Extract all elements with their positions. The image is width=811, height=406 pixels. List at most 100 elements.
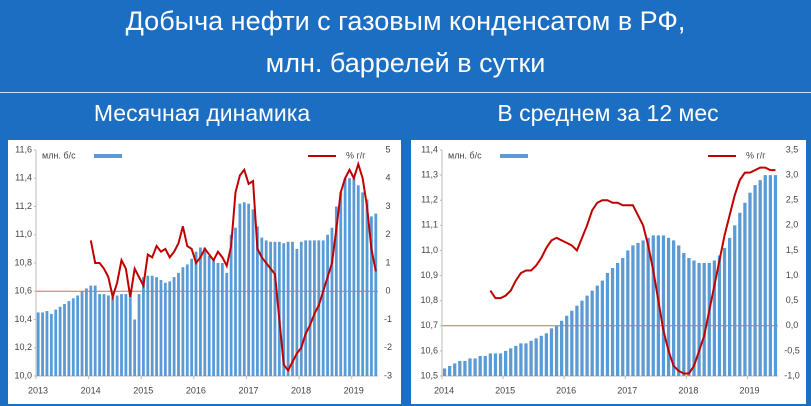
y-tick-label: 10,7 [420,320,438,330]
bar [453,363,457,376]
bar [728,237,732,376]
y2-tick-label: 0 [385,286,390,296]
y2-tick-label: 4 [385,173,390,183]
bar [269,241,272,376]
line [89,160,377,373]
bar [524,343,528,376]
bar [343,178,347,376]
bar [207,255,211,376]
bar [570,310,574,376]
bar [168,281,172,376]
legend-label: % г/г [346,150,366,160]
bar [463,360,467,376]
bar [554,325,559,376]
bar [768,175,772,376]
bar [238,203,242,376]
bar [575,305,579,376]
bar [370,216,373,376]
bar [348,178,351,376]
bar [560,320,564,376]
bar [194,251,198,376]
x-tick-label: 2014 [81,385,101,395]
bar [677,245,681,376]
bar [49,313,53,376]
x-tick-label: 2019 [344,385,364,395]
bar [549,328,554,376]
bar [330,227,334,376]
separator [0,92,811,93]
y2-tick-label: 2,5 [786,195,799,205]
y-tick-label: 11,3 [421,169,438,179]
bar [67,301,71,376]
bar [212,260,215,376]
bar [185,264,189,376]
chart-subtitle: Месячная динамика [93,100,311,126]
y-tick-label: 11,0 [421,245,438,255]
bar [565,315,569,376]
bar [291,241,294,376]
y2-tick-label: 2 [385,229,390,239]
bar [111,296,115,376]
bar [365,199,369,376]
bar [600,280,604,376]
bar [651,235,655,376]
bar [242,202,246,376]
bar [468,358,472,376]
y2-tick-label: 5 [385,144,390,154]
bar [702,263,706,376]
bar [225,272,229,376]
bar [256,226,259,376]
bar [478,355,482,376]
y2-tick-label: 1,0 [786,270,799,280]
bar [374,213,378,376]
bar [580,300,584,376]
bar [115,295,119,376]
bar [743,202,747,376]
bar [458,360,462,376]
y-tick-label: 10,8 [14,257,32,267]
legend-label: млн. б/с [448,150,482,160]
y-tick-label: 11,1 [421,220,438,230]
bar [509,348,513,376]
x-tick-label: 2014 [434,385,454,395]
legend-label: % г/г [746,150,766,160]
bar [76,295,80,376]
bar [442,368,447,376]
y-tick-label: 10,4 [14,314,32,324]
bar [448,365,452,376]
y2-tick-label: -1 [384,314,392,324]
bar [286,241,290,376]
y-tick-label: 11,2 [421,195,438,205]
bar [58,306,62,376]
bar [636,242,640,376]
y2-tick-label: 1,5 [786,245,799,255]
bar [63,303,66,376]
bar [177,272,180,376]
y2-tick-label: 3 [385,201,390,211]
bar [313,240,316,376]
bar [763,175,767,376]
bar [321,240,325,376]
bar [317,240,321,376]
bar [504,350,508,376]
bar [544,333,548,376]
bar [260,237,264,376]
bar [229,234,233,376]
y2-tick-label: 0,0 [786,320,799,330]
bar [251,209,255,376]
title-line: Добыча нефти с газовым конденсатом в РФ, [125,6,686,36]
bar [712,260,716,376]
bar [247,203,251,376]
y2-tick-label: 3,0 [786,169,799,179]
bar [707,263,711,376]
bar [41,312,44,376]
bar [106,295,110,376]
x-tick-label: 2019 [739,385,759,395]
bar [483,355,487,376]
y-tick-label: 10,6 [14,286,32,296]
bar [124,294,128,376]
bar [493,353,498,376]
bar [120,294,123,376]
